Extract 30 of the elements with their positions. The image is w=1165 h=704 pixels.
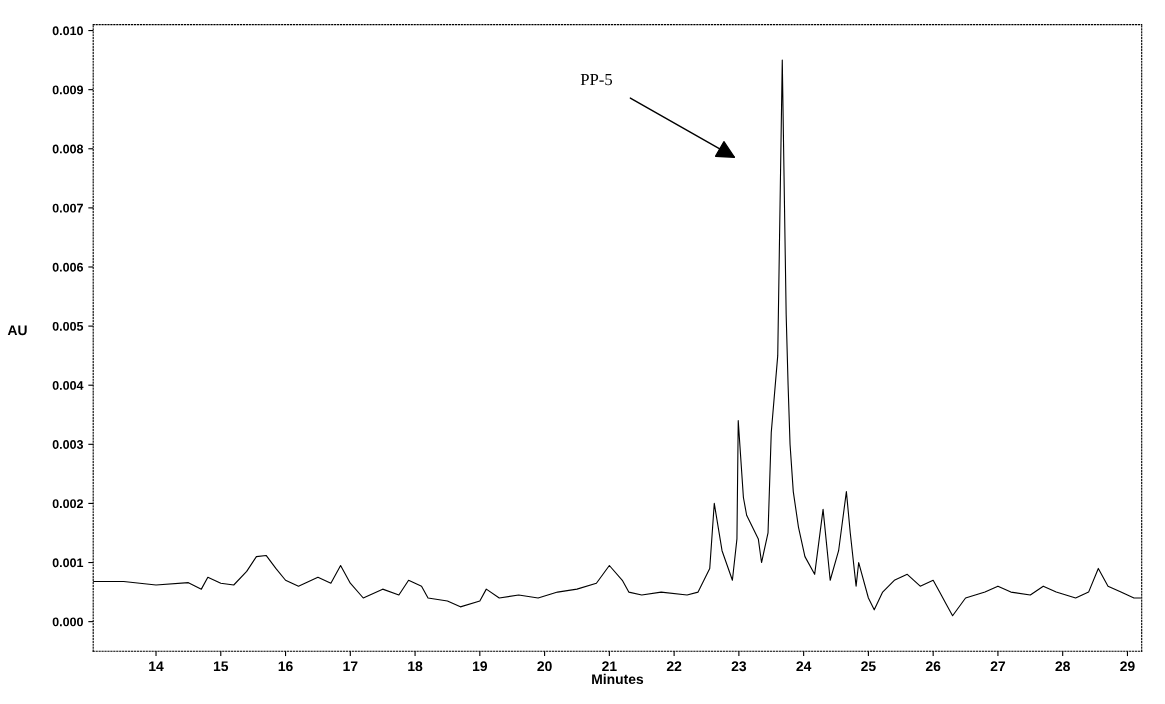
x-tick-label: 16 <box>278 661 293 672</box>
annotation: PP-5 <box>580 74 613 86</box>
x-tick-label: 22 <box>666 661 682 671</box>
x-tick-label: 24 <box>796 661 812 671</box>
x-tick-label: 28 <box>1055 661 1070 672</box>
x-tick-label: 14 <box>149 661 164 671</box>
x-axis-title: Minutes <box>592 673 644 685</box>
y-tick-label: 0.003 <box>52 440 84 449</box>
y-tick-label: 0.007 <box>52 203 83 213</box>
x-tick-label: 18 <box>408 661 423 672</box>
x-tick-label: 27 <box>990 661 1006 671</box>
x-tick-label: 21 <box>602 661 617 671</box>
x-tick-label: 20 <box>537 661 552 672</box>
x-tick-label: 23 <box>731 661 747 672</box>
x-tick-label: 26 <box>925 661 941 672</box>
y-tick-label: 0.001 <box>52 558 84 568</box>
y-axis-title: AU <box>7 325 27 336</box>
y-tick-label: 0.006 <box>52 262 84 272</box>
y-tick-label: 0.005 <box>52 321 84 331</box>
y-tick-label: 0.004 <box>52 381 84 390</box>
y-tick-label: 0.010 <box>52 26 83 36</box>
x-tick-label: 19 <box>472 661 488 672</box>
x-tick-label: 29 <box>1120 661 1135 672</box>
y-tick-label: 0.002 <box>52 499 83 509</box>
x-tick-label: 15 <box>213 661 229 672</box>
x-tick-label: 17 <box>343 661 358 671</box>
x-tick-label: 25 <box>861 661 876 672</box>
y-tick-label: 0.009 <box>52 85 84 95</box>
y-tick-label: 0.008 <box>52 144 84 154</box>
y-tick-label: 0.000 <box>52 617 83 627</box>
